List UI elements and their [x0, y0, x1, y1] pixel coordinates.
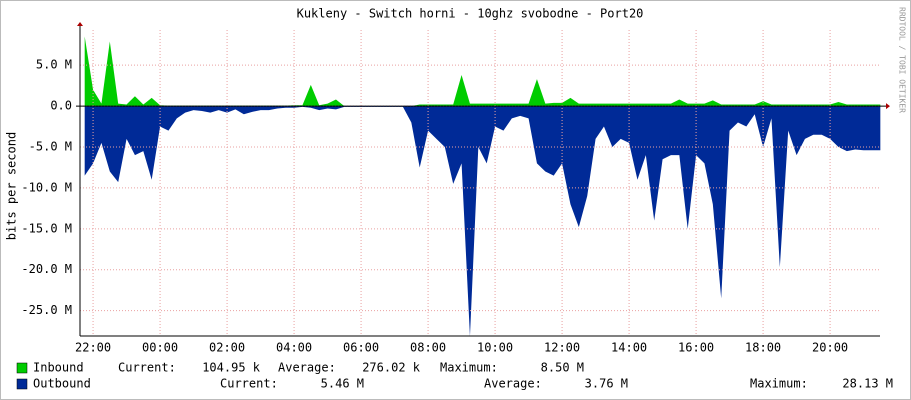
stat-value: 5.46 M: [321, 377, 364, 391]
stat-label: Maximum:: [750, 377, 808, 391]
y-tick-label: -15.0 M: [21, 221, 72, 235]
x-tick-label: 18:00: [745, 341, 781, 355]
y-tick-label: 5.0 M: [36, 58, 72, 72]
y-tick-label: 0.0: [50, 99, 72, 113]
stat-value: 276.02 k: [362, 361, 421, 375]
stat-label: Average:: [278, 361, 336, 375]
x-tick-label: 20:00: [812, 341, 848, 355]
stat-value: 28.13 M: [842, 377, 893, 391]
y-axis-label: bits per second: [5, 132, 19, 240]
stat-value: 3.76 M: [585, 377, 628, 391]
x-tick-label: 04:00: [276, 341, 312, 355]
legend-label: Inbound: [33, 361, 84, 375]
y-tick-label: -25.0 M: [21, 303, 72, 317]
stat-label: Current:: [118, 361, 176, 375]
chart-title: Kukleny - Switch horni - 10ghz svobodne …: [297, 7, 644, 21]
y-axis-arrow: [77, 22, 83, 26]
x-tick-label: 14:00: [611, 341, 647, 355]
stat-label: Maximum:: [440, 361, 498, 375]
x-tick-label: 08:00: [410, 341, 446, 355]
x-tick-label: 12:00: [544, 341, 580, 355]
stat-value: 8.50 M: [541, 361, 584, 375]
x-tick-label: 06:00: [343, 341, 379, 355]
x-tick-label: 10:00: [477, 341, 513, 355]
legend-label: Outbound: [33, 377, 91, 391]
x-tick-label: 22:00: [75, 341, 111, 355]
x-axis-arrow: [886, 103, 890, 110]
x-tick-label: 00:00: [142, 341, 178, 355]
stat-label: Current:: [220, 377, 278, 391]
stat-label: Average:: [484, 377, 542, 391]
legend-swatch: [16, 362, 28, 374]
area-series: [84, 106, 881, 337]
y-tick-label: -20.0 M: [21, 262, 72, 276]
y-tick-label: -5.0 M: [29, 140, 72, 154]
legend-swatch: [16, 378, 28, 390]
stat-value: 104.95 k: [202, 361, 261, 375]
x-tick-label: 16:00: [678, 341, 714, 355]
watermark: RRDTOOL / TOBI OETIKER: [898, 7, 907, 113]
x-tick-label: 02:00: [209, 341, 245, 355]
y-tick-label: -10.0 M: [21, 180, 72, 194]
